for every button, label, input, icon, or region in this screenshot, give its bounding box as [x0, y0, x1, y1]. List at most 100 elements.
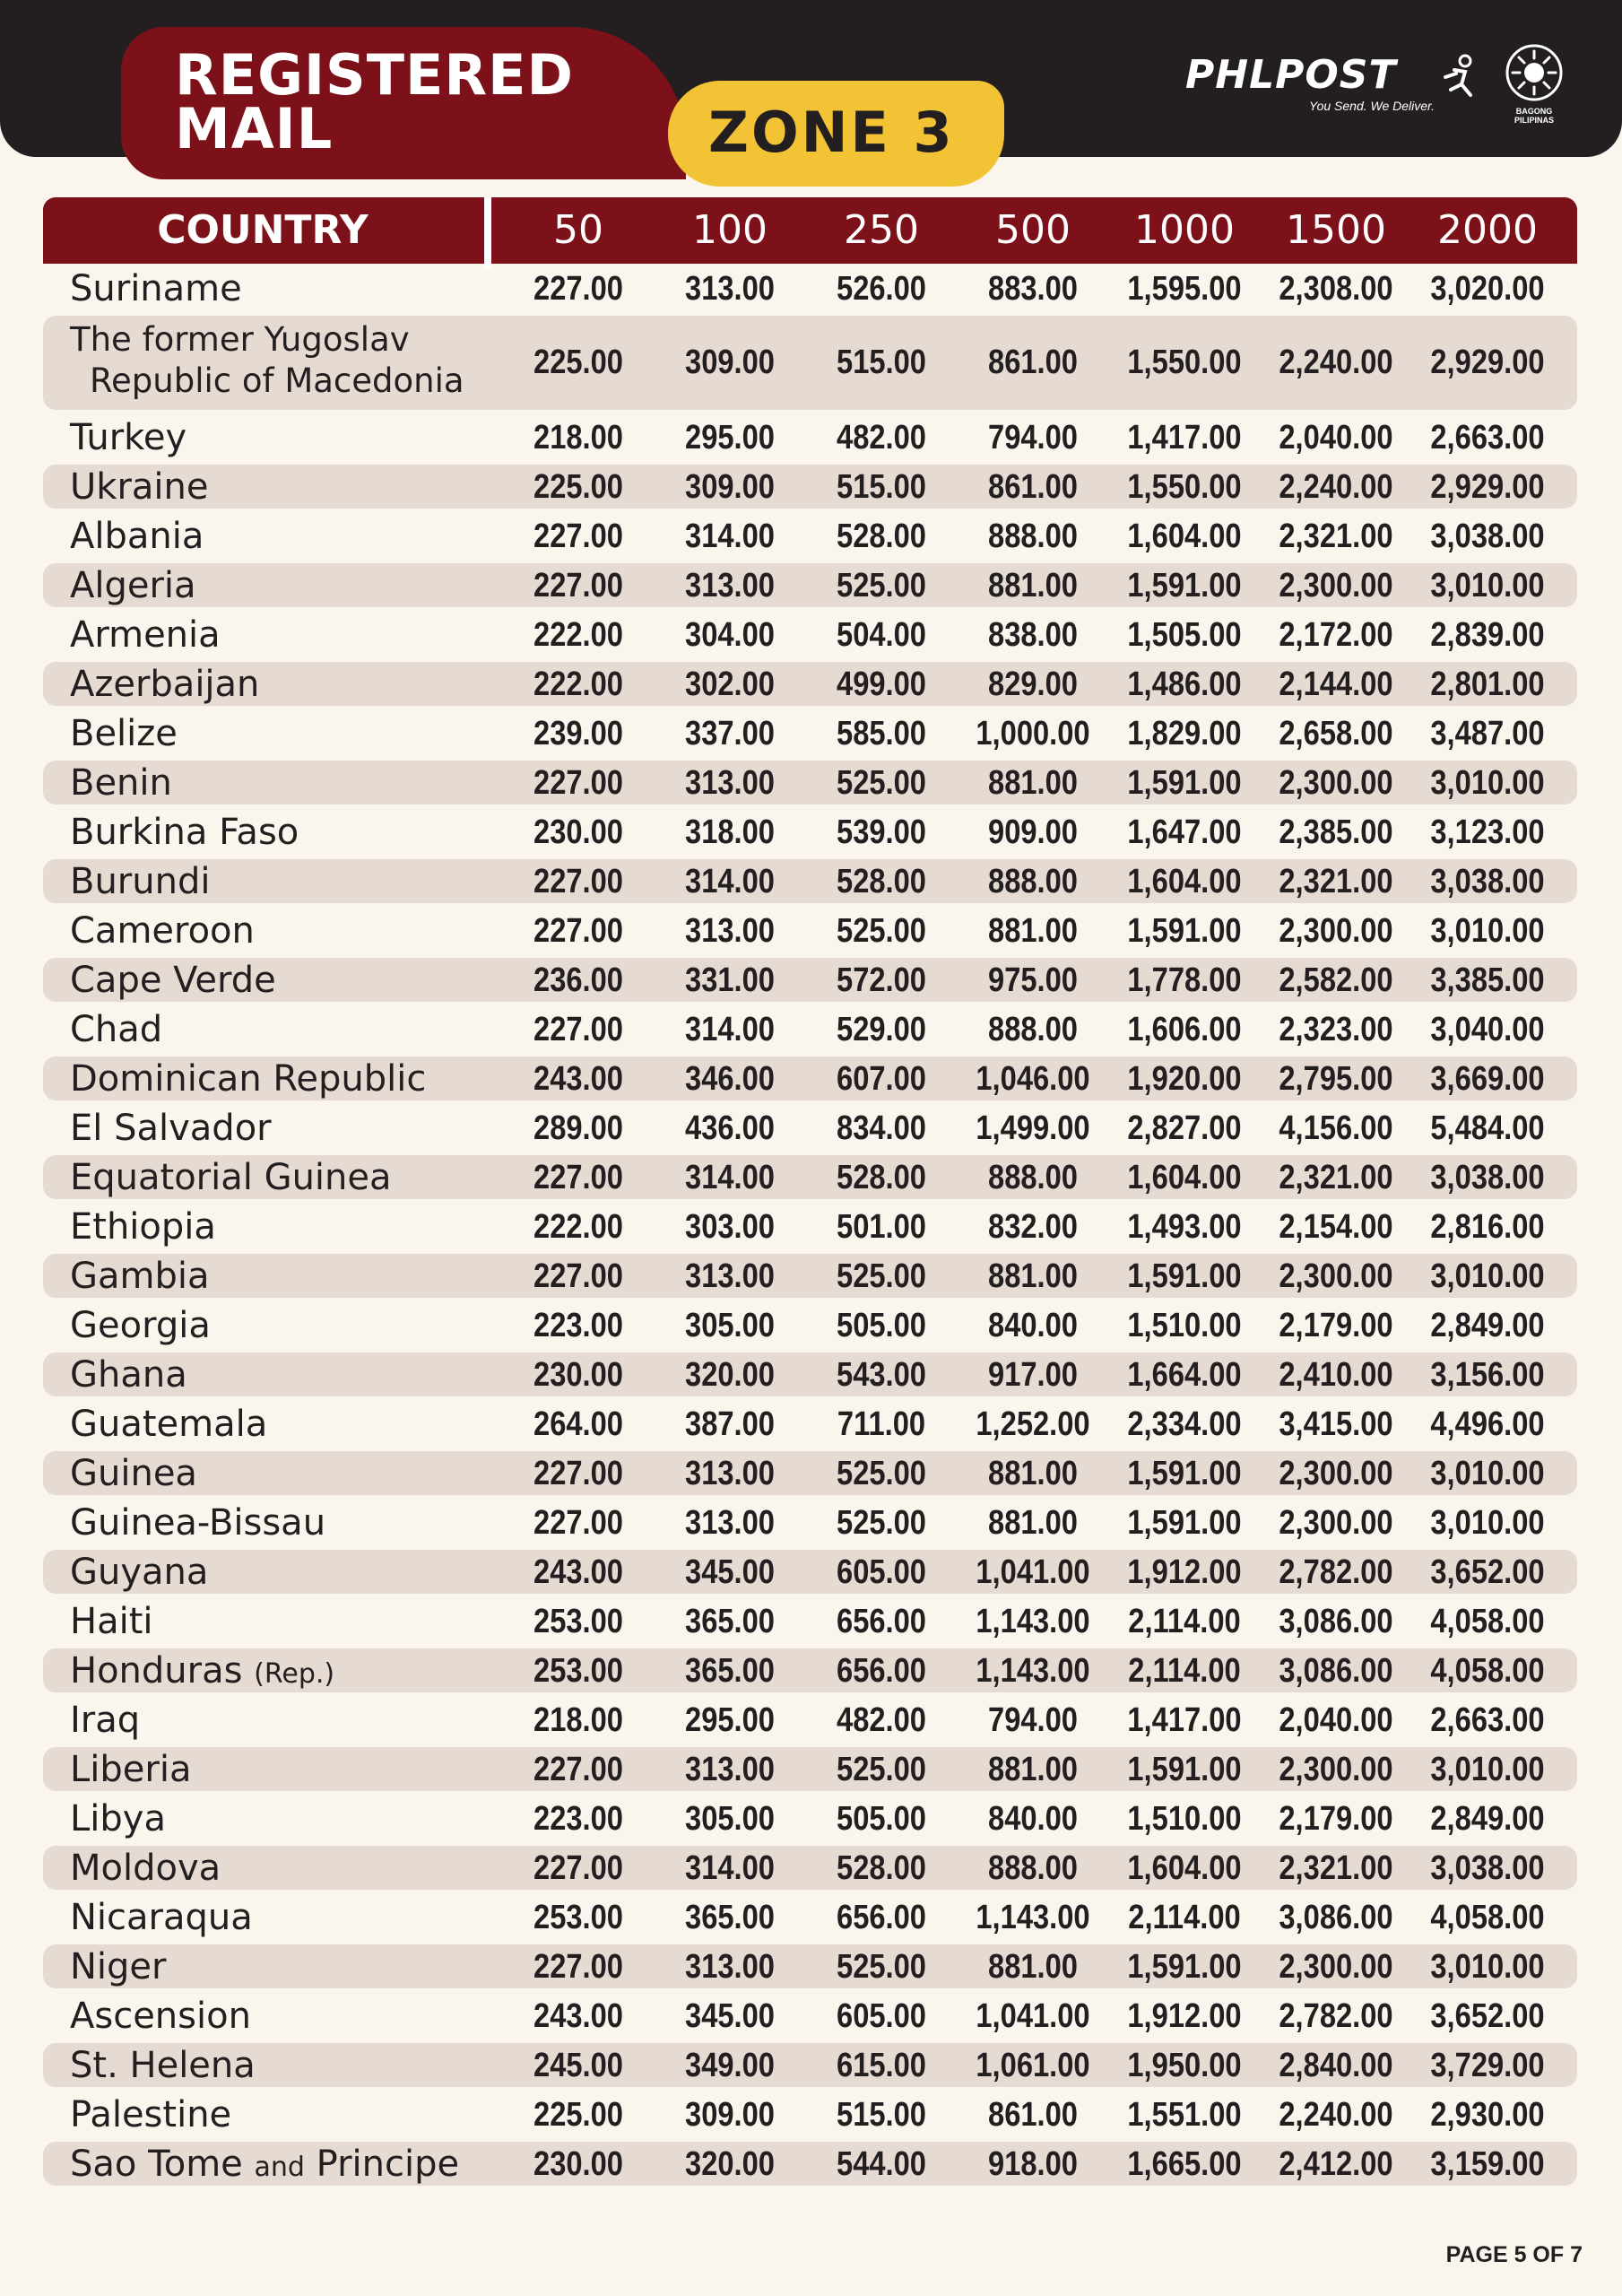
- rate-cell: 243.00: [533, 1553, 623, 1591]
- rate-cell: 2,658.00: [1279, 715, 1393, 752]
- table-row: Albania 227.00 314.00 528.00 888.00 1,604.00 2…: [43, 511, 1577, 561]
- table-row: Armenia 222.00 304.00 504.00 838.00 1,505.00 2…: [43, 610, 1577, 659]
- country-label: Iraq: [70, 1700, 141, 1741]
- rate-cell: 888.00: [988, 517, 1078, 555]
- rate-cell: 227.00: [533, 1849, 623, 1887]
- rate-cell: 239.00: [533, 715, 623, 752]
- country-name: Liberia: [70, 1744, 191, 1794]
- rate-cell: 1,486.00: [1127, 665, 1242, 703]
- rate-cell: 2,840.00: [1279, 2047, 1393, 2084]
- country-label: Libya: [70, 1798, 166, 1839]
- country-name: El Salvador: [70, 1103, 272, 1152]
- rate-cell: 227.00: [533, 1257, 623, 1295]
- rate-cell: 303.00: [685, 1208, 775, 1246]
- rate-cell: 2,663.00: [1430, 1701, 1545, 1739]
- rate-cell: 909.00: [988, 813, 1078, 851]
- rate-cell: 1,591.00: [1127, 1948, 1242, 1986]
- row-shading: [43, 1648, 1577, 1692]
- country-name: Palestine: [70, 2090, 231, 2139]
- table-row: Azerbaijan 222.00 302.00 499.00 829.00 1,486.…: [43, 659, 1577, 709]
- row-shading: [43, 1057, 1577, 1100]
- rate-cell: 881.00: [988, 567, 1078, 604]
- rate-cell: 2,114.00: [1128, 1652, 1241, 1690]
- rate-cell: 2,240.00: [1279, 2096, 1393, 2134]
- rate-cell: 2,582.00: [1279, 961, 1393, 999]
- country-label: Honduras: [70, 1650, 243, 1692]
- rate-cell: 515.00: [837, 2096, 926, 2134]
- rate-cell: 2,801.00: [1430, 665, 1545, 703]
- country-name: Cape Verde: [70, 955, 276, 1004]
- country-label: Turkey: [70, 417, 187, 458]
- page-title: REGISTERED MAIL: [175, 48, 574, 157]
- rate-cell: 2,144.00: [1279, 665, 1393, 703]
- rate-cell: 4,058.00: [1430, 1652, 1545, 1690]
- table-row: Turkey 218.00 295.00 482.00 794.00 1,417.00 2,…: [43, 413, 1577, 462]
- country-name: Guinea-Bissau: [70, 1498, 325, 1547]
- rate-cell: 2,816.00: [1430, 1208, 1545, 1246]
- country-label: Azerbaijan: [70, 664, 260, 705]
- country-label: Ukraine: [70, 466, 209, 508]
- table-row: Liberia 227.00 313.00 525.00 881.00 1,591.00 2…: [43, 1744, 1577, 1794]
- rate-cell: 2,827.00: [1127, 1109, 1242, 1147]
- rate-cell: 3,010.00: [1430, 764, 1545, 802]
- rate-cell: 2,782.00: [1279, 1553, 1393, 1591]
- rate-cell: 2,410.00: [1279, 1356, 1393, 1394]
- rate-cell: 1,510.00: [1127, 1800, 1242, 1838]
- rate-cell: 2,300.00: [1279, 1257, 1393, 1295]
- table-row: Haiti 253.00 365.00 656.00 1,143.00 2,114.00 3…: [43, 1596, 1577, 1646]
- country-label: Burkina Faso: [70, 812, 299, 853]
- country-label-line-2: Republic of Macedonia: [90, 361, 464, 400]
- rate-cell: 3,038.00: [1430, 517, 1545, 555]
- rate-cell: 264.00: [533, 1405, 623, 1443]
- rate-cell: 3,010.00: [1430, 1948, 1545, 1986]
- table-row: Burundi 227.00 314.00 528.00 888.00 1,604.00 2…: [43, 857, 1577, 906]
- rate-cell: 539.00: [837, 813, 926, 851]
- rate-cell: 1,510.00: [1127, 1307, 1242, 1344]
- rate-cell: 1,829.00: [1127, 715, 1242, 752]
- rate-cell: 499.00: [837, 665, 926, 703]
- row-shading: [43, 1944, 1577, 1988]
- rate-cell: 223.00: [533, 1800, 623, 1838]
- rate-cell: 888.00: [988, 863, 1078, 900]
- rate-cell: 2,930.00: [1430, 2096, 1545, 2134]
- rate-cell: 881.00: [988, 1504, 1078, 1542]
- country-name: Ukraine: [70, 462, 208, 511]
- rate-cell: 2,300.00: [1279, 1455, 1393, 1492]
- rate-cell: 1,417.00: [1127, 419, 1242, 457]
- rate-cell: 3,086.00: [1279, 1652, 1393, 1690]
- rate-cell: 225.00: [533, 2096, 623, 2134]
- weight-header: 500: [995, 207, 1071, 253]
- rate-cell: 236.00: [533, 961, 623, 999]
- rate-cell: 218.00: [533, 419, 623, 457]
- rate-cell: 2,300.00: [1279, 912, 1393, 950]
- country-name: Suriname: [70, 264, 242, 313]
- country-label: El Salvador: [70, 1108, 272, 1149]
- rate-cell: 2,321.00: [1279, 1159, 1393, 1196]
- rate-cell: 309.00: [685, 344, 775, 381]
- country-name: Burundi: [70, 857, 210, 906]
- country-label: Ascension: [70, 1996, 251, 2037]
- country-label: Guinea-Bissau: [70, 1502, 326, 1544]
- country-label-end: Principe: [316, 2144, 460, 2185]
- rate-cell: 253.00: [533, 1899, 623, 1936]
- rate-cell: 227.00: [533, 764, 623, 802]
- rate-cell: 1,046.00: [976, 1060, 1090, 1098]
- rate-cell: 4,058.00: [1430, 1603, 1545, 1640]
- rate-cell: 1,912.00: [1127, 1553, 1242, 1591]
- rate-cell: 1,550.00: [1127, 344, 1242, 381]
- rate-cell: 337.00: [685, 715, 775, 752]
- rate-cell: 1,595.00: [1127, 270, 1242, 308]
- table-row: Benin 227.00 313.00 525.00 881.00 1,591.00 2,3…: [43, 758, 1577, 807]
- rate-cell: 227.00: [533, 1751, 623, 1788]
- rate-cell: 3,729.00: [1430, 2047, 1545, 2084]
- country-label: The former Yugoslav: [70, 320, 410, 359]
- brand-name: PHLPOST: [1185, 52, 1397, 98]
- rate-cell: 2,795.00: [1279, 1060, 1393, 1098]
- table-row: Guinea-Bissau 227.00 313.00 525.00 881.00 1,5…: [43, 1498, 1577, 1547]
- rate-cell: 525.00: [837, 1948, 926, 1986]
- rate-cell: 482.00: [837, 1701, 926, 1739]
- table-body: Suriname 227.00 313.00 526.00 883.00 1,595.00…: [43, 264, 1577, 2188]
- rate-cell: 2,321.00: [1279, 517, 1393, 555]
- table-row: Guinea 227.00 313.00 525.00 881.00 1,591.00 2,…: [43, 1448, 1577, 1498]
- table-row: Nicaraqua 253.00 365.00 656.00 1,143.00 2,114…: [43, 1892, 1577, 1942]
